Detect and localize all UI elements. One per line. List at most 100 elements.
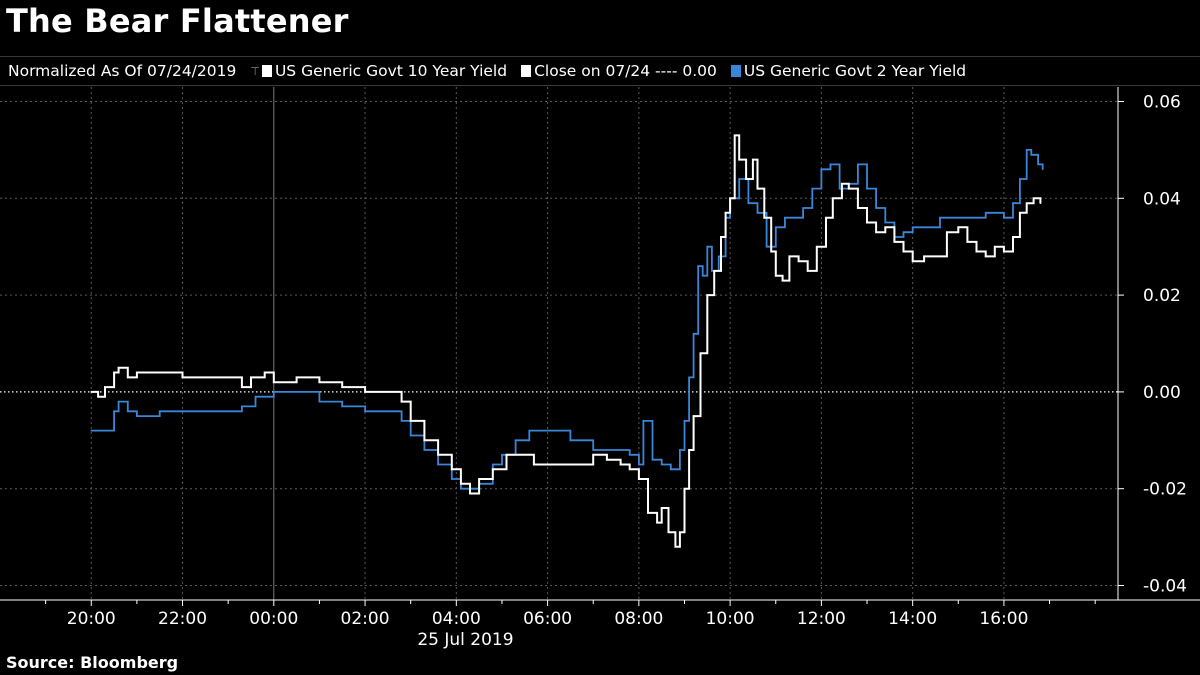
data-point-10y — [158, 371, 161, 374]
data-point-10y — [546, 463, 549, 466]
data-point-10y — [450, 468, 453, 471]
data-point-10y — [692, 415, 695, 417]
data-point-2y — [254, 395, 257, 398]
data-point-10y — [733, 134, 736, 137]
data-point-2y — [1019, 178, 1021, 180]
data-point-2y — [857, 163, 859, 166]
data-point-2y — [204, 410, 207, 413]
data-point-2y — [117, 400, 120, 403]
data-point-10y — [460, 483, 462, 485]
x-tick-label: 04:00 — [432, 609, 481, 629]
data-point-10y — [893, 241, 896, 243]
data-point-10y — [241, 386, 243, 388]
data-point-10y — [884, 226, 887, 229]
data-point-2y — [104, 429, 106, 432]
data-point-2y — [701, 274, 704, 277]
legend-swatch-close — [521, 65, 532, 77]
data-point-10y — [250, 376, 252, 379]
data-point-10y — [478, 478, 480, 480]
data-point-10y — [966, 241, 969, 243]
data-point-10y — [706, 294, 709, 296]
data-point-10y — [763, 216, 766, 219]
data-point-10y — [1019, 212, 1021, 214]
x-tick-label: 10:00 — [706, 609, 755, 629]
data-point-10y — [679, 531, 681, 534]
data-point-2y — [1025, 149, 1028, 151]
data-point-10y — [857, 207, 859, 209]
data-point-10y — [263, 371, 266, 374]
data-point-10y — [774, 274, 777, 277]
data-point-2y — [1030, 153, 1033, 156]
y-tick-label: 0.02 — [1143, 286, 1181, 306]
data-point-2y — [651, 458, 654, 461]
x-tick-label: 06:00 — [523, 609, 572, 629]
data-point-2y — [241, 405, 243, 408]
data-point-10y — [788, 255, 791, 258]
data-point-10y — [781, 279, 784, 282]
data-point-2y — [688, 376, 690, 379]
data-point-10y — [113, 371, 115, 374]
data-point-10y — [806, 270, 809, 272]
data-point-10y — [729, 197, 731, 200]
data-point-2y — [829, 163, 832, 166]
legend-swatch-ten-year — [261, 65, 272, 77]
data-point-2y — [1003, 216, 1005, 219]
legend-separator-icon: ⊤ — [250, 64, 260, 78]
data-point-10y — [683, 487, 686, 490]
data-point-10y — [738, 158, 741, 161]
data-point-10y — [104, 386, 106, 388]
data-point-10y — [606, 458, 608, 461]
data-point-10y — [638, 478, 640, 480]
data-point-2y — [126, 410, 129, 413]
data-point-10y — [923, 255, 925, 258]
data-point-10y — [97, 395, 99, 398]
data-point-10y — [831, 197, 834, 200]
data-point-10y — [227, 376, 229, 379]
data-point-2y — [902, 231, 905, 233]
x-tick-label: 12:00 — [797, 609, 846, 629]
axes — [0, 87, 1200, 606]
y-tick-label: -0.02 — [1143, 480, 1187, 500]
data-point-2y — [774, 226, 777, 229]
data-point-10y — [993, 245, 996, 248]
data-point-2y — [711, 270, 713, 272]
x-tick-label: 00:00 — [249, 609, 298, 629]
data-point-2y — [450, 478, 453, 480]
data-point-10y — [569, 463, 572, 466]
data-point-2y — [90, 429, 93, 432]
data-point-2y — [1041, 168, 1044, 171]
legend-close: Close on 07/24 ---- 0.00 — [521, 62, 717, 80]
data-point-2y — [460, 487, 462, 490]
data-point-2y — [628, 454, 631, 456]
data-point-10y — [752, 158, 754, 161]
data-point-2y — [318, 400, 321, 403]
legend-ten-year-label: US Generic Govt 10 Year Yield — [274, 62, 508, 80]
data-point-2y — [706, 245, 709, 248]
y-tick-label: -0.04 — [1143, 576, 1187, 596]
legend-swatch-two-year — [730, 65, 741, 77]
data-point-10y — [1039, 202, 1042, 204]
data-point-2y — [642, 420, 645, 422]
data-point-2y — [1012, 202, 1014, 204]
x-axis-date-label: 25 Jul 2019 — [417, 630, 513, 650]
legend-ten-year: ⊤ US Generic Govt 10 Year Yield — [250, 62, 507, 80]
data-point-2y — [423, 449, 426, 451]
data-point-10y — [713, 270, 715, 272]
data-point-2y — [272, 391, 275, 393]
data-point-2y — [501, 454, 503, 456]
data-point-10y — [400, 400, 403, 403]
x-tick-label: 16:00 — [979, 609, 1028, 629]
series-line-2y — [91, 149, 1044, 490]
data-point-2y — [957, 216, 960, 219]
data-point-10y — [984, 255, 987, 258]
y-tick-label: 0.00 — [1143, 383, 1181, 403]
data-point-10y — [1012, 236, 1014, 238]
tick-labels: -0.04 -0.02 0.00 0.02 0.04 0.06 20:00 22:00 00:0… — [67, 93, 1187, 650]
data-point-10y — [592, 454, 595, 456]
x-tick-label: 08:00 — [614, 609, 663, 629]
data-point-10y — [619, 463, 622, 466]
legend-close-label: Close on 07/24 ---- 0.00 — [534, 62, 717, 80]
y-tick-label: 0.06 — [1143, 93, 1181, 113]
data-point-10y — [295, 376, 298, 379]
